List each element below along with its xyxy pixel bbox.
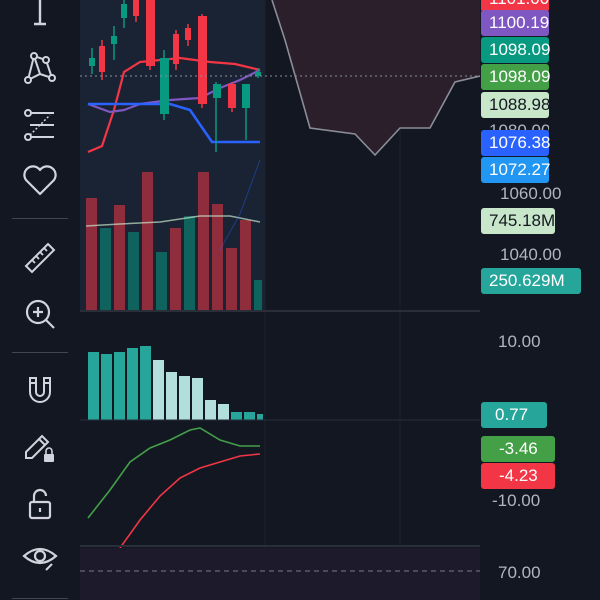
ruler-icon[interactable] [16,234,64,282]
macd-histogram [88,346,263,420]
candle [89,58,95,66]
candle [99,46,105,72]
candle [160,58,169,114]
volume-ma-label: 745.18M [481,208,555,234]
volume-bar [86,198,97,310]
price-tick: 1060.00 [500,184,562,203]
last-price-label: 1098.09 [481,37,550,63]
histogram-bar [114,352,125,420]
price-tick: 1080.00 [489,121,549,132]
pane-separator[interactable] [80,310,600,312]
zoom-in-icon[interactable] [16,290,64,338]
histogram-bar [88,352,99,420]
support-price-label: 1072.27 [481,157,550,183]
macd-signal-line [119,453,261,549]
text-tool-icon[interactable] [16,0,64,38]
volume-bar [128,232,139,310]
histogram-bar [231,412,242,420]
histogram-bar [205,400,216,420]
fib-tool-icon[interactable] [16,101,64,149]
volume-ma-line [85,215,261,227]
candle [213,84,221,98]
histogram-bar [127,348,138,420]
toolbar-divider [12,352,68,353]
close-price-label: 1098.09 [481,64,550,90]
bb-upper-label: 1100.19 [481,10,549,36]
lock-drawing-icon[interactable] [16,422,64,470]
histogram-bar [257,414,263,420]
volume-bar [184,216,195,310]
pane-separator[interactable] [80,545,600,547]
eye-icon[interactable] [16,532,64,580]
candle [121,4,127,18]
magnet-icon[interactable] [16,366,64,414]
toolbar-divider [12,218,68,219]
volume-bar [226,248,237,310]
volume-bar [254,280,262,310]
bb-basis-label: 1088.98 [481,92,550,118]
chart-canvas[interactable] [80,0,480,600]
candle [111,36,117,44]
macd-tick: 10.00 [498,332,541,351]
cloud-span-line [271,0,480,157]
candle [173,34,179,64]
macd-line-label: -3.46 [481,436,555,462]
volume-label: 250.629M [481,268,581,294]
high-price-label: 1101.00 [481,0,549,12]
macd-histogram-label: 0.77 [481,402,547,428]
histogram-bar [244,412,255,420]
histogram-bar [218,404,229,420]
volume-bar [170,228,181,310]
candles [89,0,261,152]
histogram-bar [179,376,190,420]
rsi-band [80,548,480,600]
volume-bar [212,204,223,310]
macd-tick: -10.00 [492,491,541,510]
histogram-bar [192,378,203,420]
toolbar-divider [12,598,68,599]
volume-bar [156,252,167,310]
volume-bar [240,220,251,310]
bb-lower-line [88,102,260,144]
candle [185,28,191,40]
bb-lower-label: 1076.38 [481,130,550,156]
favorites-heart-icon[interactable] [16,156,64,204]
candle [242,84,250,108]
price-scale[interactable]: 1060.00 1040.00 10.00 -10.00 70.00 1101.… [480,0,600,600]
volume-bar [114,205,125,310]
volume-bars [86,172,262,310]
bb-upper-line [87,69,261,114]
candle [133,0,139,16]
pattern-tool-icon[interactable] [16,44,64,92]
drawing-toolbar [0,0,80,600]
histogram-bar [101,354,112,420]
histogram-bar [153,360,164,420]
volume-bar [198,172,209,310]
price-tick: 1040.00 [500,245,562,264]
candle [198,16,207,104]
candle [228,84,236,108]
histogram-bar [140,346,151,420]
unlock-icon[interactable] [16,480,64,528]
signal-line-label: -4.23 [481,463,555,489]
candle [255,72,261,76]
histogram-bar [166,372,177,420]
candle [146,0,155,66]
rsi-tick: 70.00 [498,563,541,582]
volume-bar [100,228,111,310]
macd-line [87,427,260,519]
volume-bar [142,172,153,310]
ichimoku-cloud [272,0,480,155]
